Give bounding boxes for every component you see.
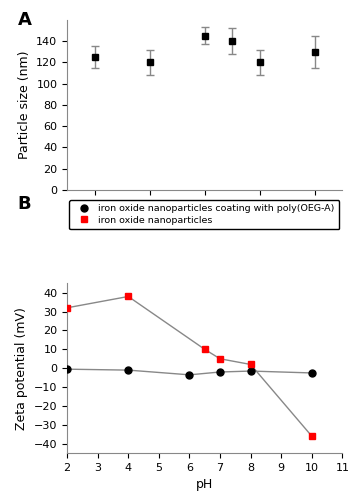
Text: A: A: [18, 11, 31, 29]
Y-axis label: Particle size (nm): Particle size (nm): [18, 51, 31, 159]
iron oxide nanoparticles coating with poly(OEG-A): [126, 367, 130, 373]
Line: iron oxide nanoparticles: iron oxide nanoparticles: [64, 293, 315, 440]
iron oxide nanoparticles: [203, 347, 207, 353]
iron oxide nanoparticles coating with poly(OEG-A): [218, 369, 222, 375]
Line: iron oxide nanoparticles coating with poly(OEG-A): iron oxide nanoparticles coating with po…: [64, 366, 315, 378]
X-axis label: pH: pH: [196, 215, 213, 228]
iron oxide nanoparticles: [218, 356, 222, 362]
iron oxide nanoparticles: [126, 293, 130, 299]
iron oxide nanoparticles: [249, 362, 253, 368]
iron oxide nanoparticles coating with poly(OEG-A): [249, 368, 253, 374]
Y-axis label: Zeta potential (mV): Zeta potential (mV): [15, 307, 28, 430]
iron oxide nanoparticles coating with poly(OEG-A): [310, 370, 314, 376]
Text: B: B: [18, 195, 31, 213]
iron oxide nanoparticles: [65, 305, 69, 311]
iron oxide nanoparticles: [310, 433, 314, 439]
X-axis label: pH: pH: [196, 479, 213, 492]
Legend: iron oxide nanoparticles coating with poly(OEG-A), iron oxide nanoparticles: iron oxide nanoparticles coating with po…: [69, 200, 340, 230]
iron oxide nanoparticles coating with poly(OEG-A): [187, 372, 192, 378]
iron oxide nanoparticles coating with poly(OEG-A): [65, 366, 69, 372]
